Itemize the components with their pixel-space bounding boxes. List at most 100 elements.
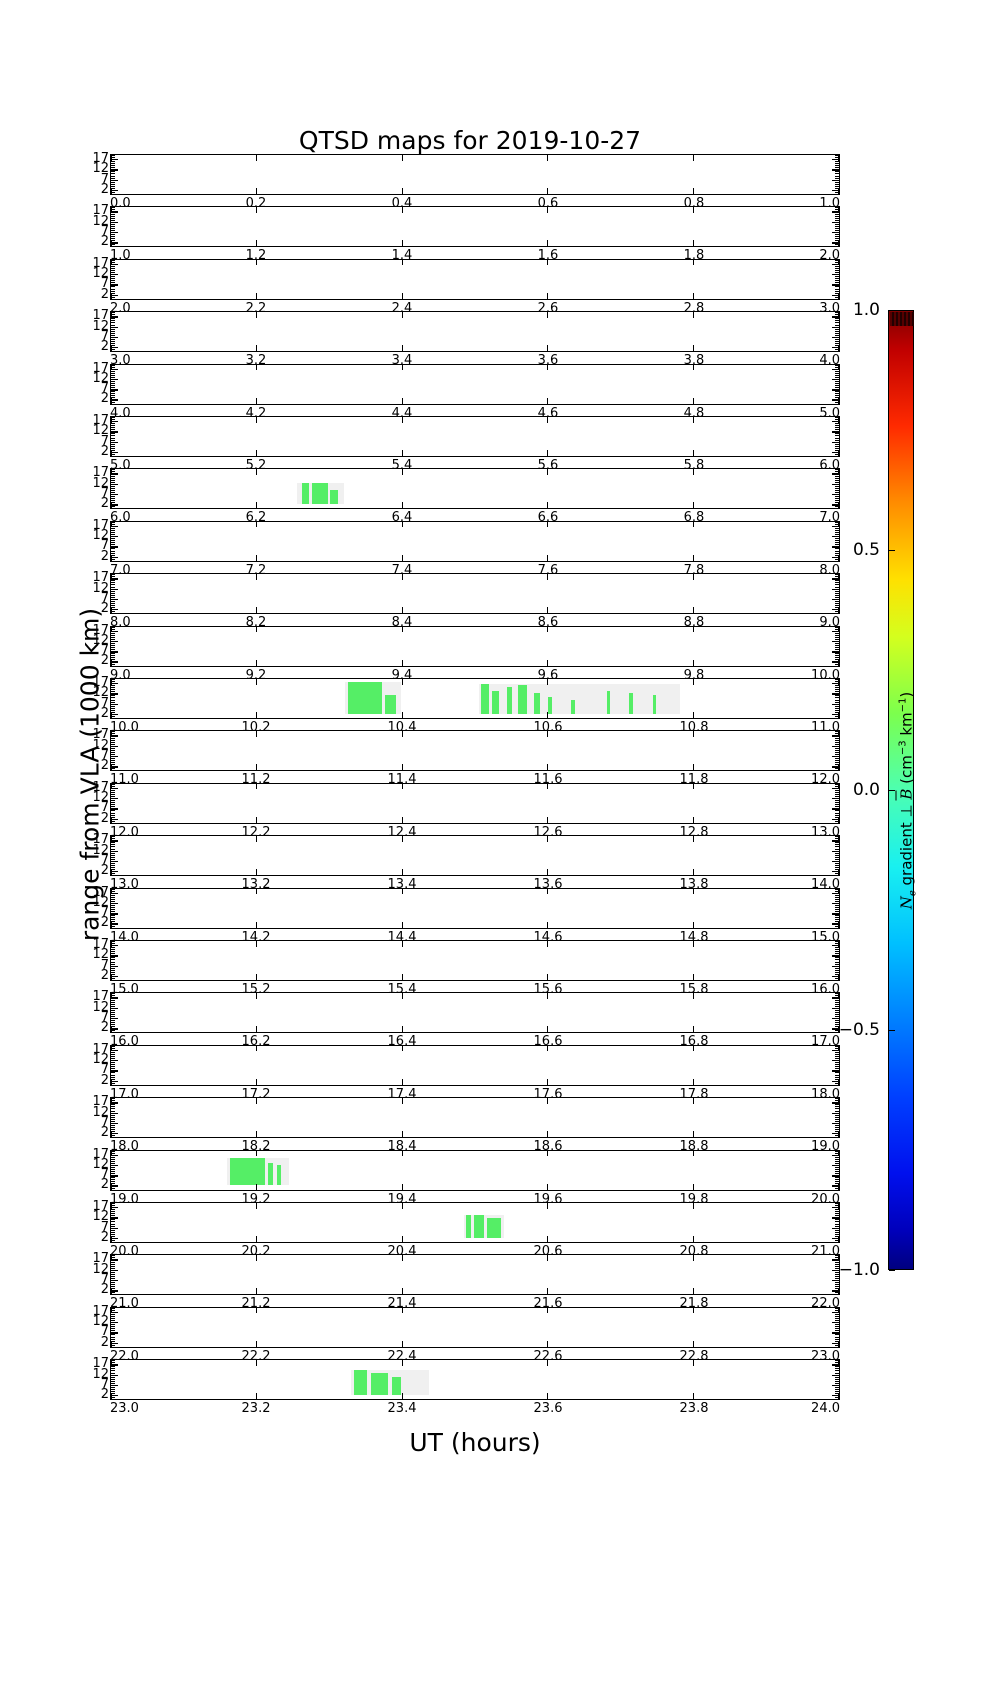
x-tick-mark: [547, 1183, 549, 1190]
x-tick-mark: [110, 607, 112, 614]
y-tick-minor: [111, 1076, 115, 1078]
y-tick-minor: [111, 602, 115, 604]
y-tick-minor: [835, 393, 839, 395]
data-patch-green: [517, 685, 528, 714]
y-tick-minor: [111, 298, 115, 300]
y-tick-minor: [835, 1150, 839, 1152]
y-tick-mark: [832, 1070, 839, 1072]
panel-hour-6[interactable]: 2 7 12 17: [92, 466, 840, 510]
panel-hour-1[interactable]: 2 7 12 17: [92, 204, 840, 248]
y-tick-minor: [835, 489, 839, 491]
y-tick-minor: [835, 1156, 839, 1158]
x-tick-mark: [255, 992, 258, 999]
y-tick-minor: [111, 1056, 115, 1058]
x-tick-mark: [547, 1359, 549, 1366]
colorbar[interactable]: 1.0 0.5 0.0 −0.5 −1.0 Ne gradient ⊥ B (cm−3 …: [839, 300, 919, 1280]
y-tick-minor: [111, 1273, 115, 1275]
panel-hour-16[interactable]: 2 7 12 17: [92, 990, 840, 1034]
x-tick-mark: [110, 206, 112, 213]
x-tick-mark: [692, 416, 695, 423]
y-tick-minor: [111, 433, 115, 435]
y-tick-minor: [111, 1346, 115, 1348]
panel-hour-21[interactable]: 2 7 12 17: [92, 1252, 840, 1296]
y-tick-minor: [111, 582, 115, 584]
y-tick-minor: [111, 957, 115, 959]
y-tick-minor: [835, 1054, 839, 1055]
y-tick-minor: [111, 770, 115, 772]
y-tick-minor: [835, 1233, 839, 1235]
x-tick-mark: [838, 659, 840, 666]
y-tick-minor: [111, 1108, 115, 1110]
x-tick-mark: [110, 1288, 112, 1295]
x-tick-mark: [838, 416, 840, 423]
x-tick-mark: [838, 1026, 840, 1033]
panel-hour-20[interactable]: 2 7 12 17: [92, 1200, 840, 1244]
y-tick-minor: [111, 905, 115, 906]
y-tick-minor: [835, 973, 839, 975]
y-tick-mark: [832, 1007, 839, 1010]
y-tick-minor: [111, 534, 115, 536]
panel-hour-4[interactable]: 2 7 12 17: [92, 362, 840, 405]
y-tick-minor: [835, 844, 839, 846]
y-tick-minor: [835, 709, 839, 711]
x-tick-mark: [401, 974, 403, 980]
panel-hour-3[interactable]: 2 7 12 17: [92, 309, 840, 353]
panel-hour-10[interactable]: 2 7 12 17: [92, 676, 840, 720]
panel-hour-13[interactable]: 2 7 12 17: [92, 833, 840, 877]
y-tick-minor: [835, 1058, 839, 1060]
panel-hour-11[interactable]: 2 7 12 17: [92, 728, 840, 772]
y-tick-minor: [111, 286, 115, 288]
y-tick-minor: [111, 980, 115, 981]
y-tick-minor: [835, 967, 839, 969]
panel-hour-18[interactable]: 2 7 12 17: [92, 1095, 840, 1139]
y-tick-minor: [111, 1242, 115, 1243]
x-tick-mark: [838, 1254, 840, 1261]
panel-hour-2[interactable]: 2 7 12 17: [92, 257, 840, 301]
y-tick-mark: [832, 693, 839, 695]
panel-hour-14[interactable]: 2 7 12 17: [92, 886, 840, 929]
y-tick-label: 12: [92, 213, 109, 229]
y-tick-label: 7: [100, 748, 109, 764]
y-tick-minor: [111, 586, 115, 588]
panel-hour-5[interactable]: 2 7 12 17: [92, 414, 840, 458]
y-tick-minor: [111, 1292, 115, 1294]
y-tick-minor: [835, 687, 839, 689]
y-tick-mark: [832, 1395, 839, 1397]
y-tick-minor: [835, 223, 839, 225]
panel-hour-0[interactable]: 2 7 12 17: [92, 152, 840, 196]
panel-hour-19[interactable]: 2 7 12 17: [92, 1148, 840, 1191]
y-tick-minor: [111, 739, 115, 741]
panel-hour-22[interactable]: 2 7 12 17: [92, 1305, 840, 1349]
y-tick-minor: [835, 296, 839, 298]
panel-hour-15[interactable]: 2 7 12 17: [92, 938, 840, 982]
panel-hour-17[interactable]: 2 7 12 17: [92, 1043, 840, 1087]
y-tick-minor: [835, 544, 839, 546]
y-tick-minor: [111, 542, 115, 544]
y-tick-minor: [835, 999, 839, 1001]
y-tick-mark: [832, 242, 839, 244]
panel-hour-23[interactable]: 2 7 12 17: [92, 1357, 840, 1401]
y-tick-minor: [835, 453, 839, 455]
y-tick-minor: [111, 471, 115, 473]
y-tick-minor: [835, 715, 839, 717]
y-tick-mark: [111, 850, 118, 852]
y-tick-minor: [835, 1346, 839, 1348]
y-tick-label: 12: [92, 528, 109, 544]
x-tick-mark: [401, 659, 403, 666]
y-tick-label: 7: [100, 800, 109, 816]
y-tick-minor: [835, 387, 839, 389]
y-tick-label: 7: [100, 276, 109, 292]
x-tick-label: 23.8: [679, 1401, 709, 1417]
y-tick-minor: [111, 679, 115, 680]
y-tick-minor: [111, 1267, 115, 1269]
y-tick-label: 7: [100, 171, 109, 187]
y-tick-label: 7: [100, 905, 109, 921]
panel-hour-9[interactable]: 2 7 12 17: [92, 624, 840, 667]
y-tick-minor: [835, 491, 839, 493]
panel-hour-7[interactable]: 2 7 12 17: [92, 519, 840, 563]
y-tick-minor: [835, 792, 839, 793]
x-tick-mark: [110, 869, 112, 876]
y-tick-label: 2: [100, 234, 109, 250]
panel-hour-8[interactable]: 2 7 12 17: [92, 571, 840, 615]
panel-hour-12[interactable]: 2 7 12 17: [92, 781, 840, 825]
